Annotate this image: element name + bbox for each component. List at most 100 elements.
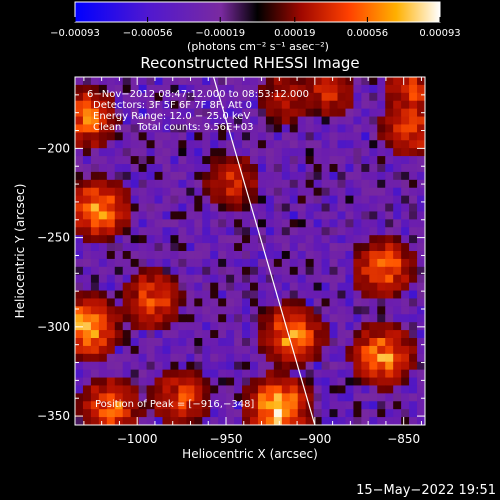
heatmap-cell [178,353,187,363]
heatmap-cell [170,243,179,252]
heatmap-cell [385,219,394,228]
heatmap-cell [289,361,299,371]
heatmap-cell [154,227,164,236]
heatmap-cell [202,195,211,205]
heatmap-cell [114,251,124,260]
heatmap-cell [345,401,354,410]
heatmap-cell [98,322,108,331]
heatmap-cell [401,227,410,236]
heatmap-cell [401,77,410,86]
heatmap-cell [345,211,354,220]
heatmap-cell [170,235,179,244]
heatmap-cell [353,219,362,228]
heatmap-cell [162,92,172,102]
heatmap-cell [82,148,92,157]
heatmap-cell [305,77,315,86]
heatmap-cell [297,124,307,133]
heatmap-cell [178,314,187,323]
heatmap-cell [130,290,140,300]
heatmap-cell [146,385,156,394]
heatmap-cell [178,227,187,236]
heatmap-cell [393,77,402,86]
heatmap-cell [337,338,347,347]
heatmap-cell [170,353,179,363]
heatmap-cell [226,251,235,260]
heatmap-cell [393,132,402,141]
heatmap-cell [162,124,172,133]
heatmap-cell [90,243,100,252]
x-tick-label: −900 [298,432,331,446]
heatmap-cell [194,179,203,189]
heatmap-cell [114,306,124,315]
heatmap-cell [265,148,275,157]
heatmap-cell [242,148,251,157]
heatmap-cell [281,353,291,363]
heatmap-cell [281,124,291,133]
heatmap-cell [345,124,354,133]
heatmap-cell [114,243,124,252]
heatmap-cell [146,338,156,347]
heatmap-cell [202,156,211,165]
heatmap-cell [210,274,219,284]
heatmap-cell [194,164,203,173]
heatmap-cell [242,314,251,323]
heatmap-cell [122,132,132,141]
heatmap-cell [242,266,251,276]
heatmap-cell [257,124,267,133]
heatmap-cell [98,353,108,363]
heatmap-cell [122,314,132,323]
heatmap-cell [313,84,323,94]
heatmap-cell [305,116,315,126]
heatmap-cell [194,345,203,355]
heatmap-cell [385,385,394,394]
heatmap-cell [114,116,124,126]
heatmap-cell [194,219,203,228]
heatmap-cell [289,164,299,173]
heatmap-cell [114,195,124,205]
heatmap-cell [82,290,92,300]
heatmap-cell [75,353,84,363]
heatmap-cell [122,298,132,307]
heatmap-cell [218,361,227,371]
heatmap-cell [377,401,386,410]
heatmap-cell [82,345,92,355]
heatmap-cell [297,282,307,292]
heatmap-cell [313,211,323,220]
heatmap-cell [90,409,100,418]
heatmap-cell [409,393,418,402]
heatmap-cell [90,353,100,363]
heatmap-cell [321,298,331,307]
heatmap-cell [194,92,203,102]
heatmap-cell [194,100,203,110]
heatmap-cell [337,306,347,315]
heatmap-cell [289,258,299,268]
heatmap-cell [337,140,347,149]
heatmap-cell [369,409,378,418]
heatmap-cell [313,116,323,126]
heatmap-cell [202,116,211,126]
heatmap-cell [98,132,108,141]
heatmap-cell [210,385,219,394]
heatmap-cell [297,266,307,276]
heatmap-cell [82,274,92,284]
heatmap-cell [257,417,267,425]
heatmap-cell [82,417,92,425]
heatmap-cell [202,227,211,236]
heatmap-cell [234,179,243,189]
heatmap-cell [186,274,195,284]
heatmap-cell [138,345,148,355]
heatmap-cell [130,77,140,86]
heatmap-cell [265,338,275,347]
heatmap-cell [98,338,108,347]
heatmap-cell [273,330,283,339]
heatmap-cell [154,409,164,418]
heatmap-cell [202,322,211,331]
heatmap-cell [210,266,219,276]
heatmap-cell [234,211,243,220]
heatmap-cell [393,266,402,276]
heatmap-cell [385,266,394,276]
heatmap-cell [313,164,323,173]
heatmap-cell [401,353,410,363]
heatmap-cell [98,417,108,425]
heatmap-cell [321,156,331,165]
